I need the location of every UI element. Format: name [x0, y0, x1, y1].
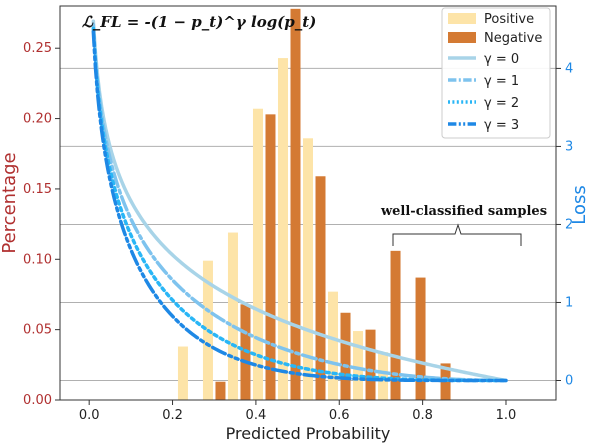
legend-swatch-negative — [448, 32, 476, 43]
loss-curve-gamma-0 — [91, 19, 508, 383]
left-tick-label-5: 0.25 — [23, 41, 52, 56]
bar-negative-7 — [365, 329, 376, 400]
focal-loss-formula: ℒ_FL = -(1 − p_t)^γ log(p_t) — [82, 13, 316, 31]
loss-curve-gamma-3 — [91, 30, 508, 383]
legend-swatch-positive — [448, 13, 476, 24]
bar-positive-4 — [277, 58, 288, 401]
x-tick-label-5: 1.0 — [496, 408, 517, 423]
bar-positive-6 — [328, 291, 339, 400]
left-tick-label-4: 0.20 — [23, 112, 52, 127]
legend: Positive Negative γ = 0 γ = 1 γ = 2 γ = … — [441, 7, 551, 139]
x-tick-label-0: 0.0 — [79, 408, 100, 423]
right-tick-label-0: 0 — [565, 373, 573, 388]
legend-label-negative: Negative — [484, 31, 542, 46]
right-axis-label: Loss — [569, 185, 590, 224]
legend-label-positive: Positive — [484, 12, 534, 27]
bar-negative-4 — [290, 8, 301, 401]
legend-label-gamma-2: γ = 2 — [484, 96, 519, 111]
left-axis-label: Percentage — [0, 152, 20, 253]
x-tick-label-2: 0.4 — [246, 408, 267, 423]
right-y-axis: 0 1 2 3 4 — [556, 61, 573, 388]
bar-negative-1 — [215, 381, 226, 400]
bar-positive-7 — [353, 331, 364, 400]
legend-label-gamma-1: γ = 1 — [484, 74, 519, 89]
right-tick-label-2: 2 — [565, 217, 573, 232]
legend-label-gamma-0: γ = 0 — [484, 52, 519, 67]
bar-negative-3 — [265, 114, 276, 400]
left-tick-label-0: 0.00 — [23, 393, 52, 408]
loss-curves-group — [91, 19, 508, 383]
bar-positive-5 — [303, 138, 313, 400]
left-tick-label-3: 0.15 — [23, 182, 52, 197]
bar-negative-8 — [390, 250, 401, 400]
right-tick-label-4: 4 — [565, 61, 573, 76]
plot-frame — [59, 5, 557, 401]
x-tick-label-1: 0.2 — [162, 408, 183, 423]
x-axis: 0.0 0.2 0.4 0.6 0.8 1.0 — [79, 400, 516, 423]
x-tick-label-4: 0.8 — [412, 408, 433, 423]
left-tick-label-1: 0.05 — [23, 323, 52, 338]
x-axis-label: Predicted Probability — [226, 424, 391, 443]
bar-positive-0 — [177, 346, 188, 400]
bar-negative-9 — [415, 277, 426, 400]
right-tick-label-3: 3 — [565, 139, 573, 154]
bar-negative-5 — [315, 176, 326, 400]
bar-negative-6 — [340, 312, 351, 400]
bar-positive-2 — [227, 232, 238, 400]
left-tick-label-2: 0.10 — [23, 252, 52, 267]
bar-positive-8 — [378, 352, 389, 400]
left-y-axis: 0.00 0.05 0.10 0.15 0.20 0.25 — [23, 41, 60, 408]
well-classified-annotation: well-classified samples — [380, 204, 547, 219]
right-tick-label-1: 1 — [565, 295, 573, 310]
legend-label-gamma-3: γ = 3 — [484, 118, 519, 133]
annotation-brace — [392, 223, 522, 246]
bar-positive-3 — [252, 108, 263, 400]
x-tick-label-3: 0.6 — [329, 408, 350, 423]
loss-curve-gamma-1 — [91, 23, 508, 383]
